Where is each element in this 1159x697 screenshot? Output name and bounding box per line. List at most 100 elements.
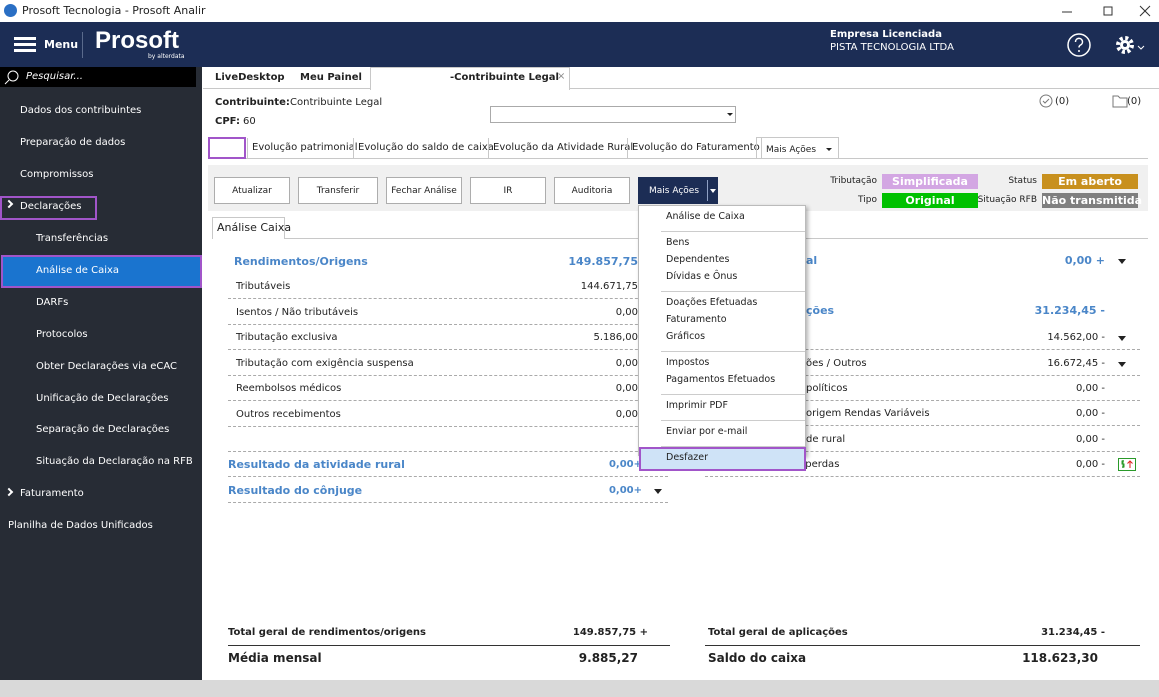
menu-highlight: [639, 447, 806, 471]
badge: Não transmitida: [1042, 193, 1143, 208]
subtab[interactable]: Evolução do Faturamento: [632, 142, 760, 153]
menu-button[interactable]: [14, 36, 36, 52]
sidebar-item[interactable]: Dados dos contribuintes: [20, 105, 142, 116]
menu-item[interactable]: Gráficos: [666, 331, 706, 342]
menu-separator: [661, 351, 805, 352]
row-value: 144.671,75: [580, 281, 638, 292]
footer-value: 31.234,45 -: [1041, 627, 1105, 638]
menu-item[interactable]: Dívidas e Ônus: [666, 271, 738, 282]
button-divider: [707, 180, 708, 201]
empty-subtab[interactable]: [208, 137, 246, 159]
sidebar-item[interactable]: Análise de Caixa: [36, 264, 120, 276]
sidebar-item[interactable]: Separação de Declarações: [36, 424, 170, 436]
row-line: [228, 502, 668, 503]
row-label: Outros recebimentos: [236, 408, 341, 420]
menu-separator: [661, 446, 805, 447]
header: Menu Prosoft by alterdata Empresa Licenc…: [0, 22, 1159, 67]
row-line: [228, 425, 668, 427]
dropdown-caret[interactable]: [1118, 362, 1126, 367]
row-line: [228, 451, 668, 452]
row-value: 0,00: [615, 408, 638, 420]
menu-label[interactable]: Menu: [44, 38, 79, 51]
footer-line: [705, 645, 1140, 646]
close-tab[interactable]: ×: [557, 71, 566, 82]
menu-item[interactable]: Doações Efetuadas: [666, 297, 758, 308]
counter: (0): [1127, 96, 1142, 107]
row-line: [228, 374, 668, 376]
sidebar-item[interactable]: Situação da Declaração na RFB: [36, 456, 193, 468]
subtab-sep: [627, 138, 628, 158]
button[interactable]: Fechar Análise: [386, 177, 462, 204]
dropdown-caret[interactable]: [1118, 336, 1126, 341]
counter-icons[interactable]: [1038, 93, 1138, 109]
help-icon[interactable]: [1066, 32, 1092, 58]
sidebar-item[interactable]: Obter Declarações via eCAC: [36, 360, 178, 372]
result-label: Resultado do cônjuge: [228, 484, 363, 497]
badge: Simplificada: [882, 174, 978, 189]
menu-item[interactable]: Análise de Caixa: [666, 211, 745, 222]
result-value: 0,00+: [608, 485, 642, 496]
subtab[interactable]: Evolução da Atividade Rural: [493, 142, 634, 153]
sidebar-item[interactable]: Preparação de dados: [20, 137, 126, 148]
panel-tab-label[interactable]: Análise Caixa: [217, 221, 292, 234]
subtab[interactable]: Mais Ações: [766, 145, 817, 155]
subtab[interactable]: Evolução do saldo de caixa: [358, 142, 494, 153]
sidebar-item[interactable]: Compromissos: [20, 169, 94, 180]
row-value: 0,00: [615, 306, 638, 318]
money-icon[interactable]: [1118, 458, 1136, 471]
counter: (0): [1055, 96, 1070, 107]
sidebar-group[interactable]: Faturamento: [20, 488, 84, 499]
menu-item[interactable]: Imprimir PDF: [666, 400, 728, 411]
row-line: [705, 349, 1140, 350]
button[interactable]: Mais Ações: [638, 177, 718, 204]
dropdown-caret[interactable]: [654, 489, 662, 494]
button[interactable]: IR: [470, 177, 546, 204]
sidebar-group[interactable]: Declarações: [20, 201, 82, 212]
menu-separator: [661, 394, 805, 395]
app-icon: [4, 4, 17, 17]
tab[interactable]: LiveDesktop: [215, 72, 285, 83]
panel-tab[interactable]: [212, 217, 285, 239]
subtab-sep: [488, 138, 489, 158]
active-tab[interactable]: ×: [370, 67, 570, 90]
subtab-sep: [247, 138, 248, 158]
menu-item[interactable]: Dependentes: [666, 254, 730, 265]
contributor-combo[interactable]: [490, 106, 736, 123]
menu-item[interactable]: Desfazer: [666, 452, 709, 463]
menu-item[interactable]: Enviar por e-mail: [666, 426, 748, 437]
sidebar-item[interactable]: DARFs: [36, 296, 69, 308]
status-label: Situação RFB: [977, 195, 1037, 205]
button[interactable]: Auditoria: [554, 177, 630, 204]
search-box[interactable]: Pesquisar...: [0, 67, 196, 87]
company-name: PISTA TECNOLOGIA LTDA: [830, 42, 954, 53]
tab[interactable]: Meu Painel: [300, 72, 362, 83]
sidebar-item[interactable]: Protocolos: [36, 328, 88, 340]
settings-icon[interactable]: [1114, 34, 1154, 56]
button[interactable]: Atualizar: [214, 177, 290, 204]
menu-item[interactable]: Bens: [666, 237, 690, 248]
row-label: políticos: [806, 383, 848, 394]
sidebar-item[interactable]: Planilha de Dados Unificados: [8, 520, 153, 531]
company-label: Empresa Licenciada: [830, 29, 942, 40]
dropdown-caret[interactable]: [826, 148, 832, 151]
sidebar-item[interactable]: Transferências: [36, 233, 109, 244]
section-title: Rendimentos/Origens: [234, 255, 368, 268]
row-line: [705, 375, 1140, 376]
footer-label: Total geral de aplicações: [708, 627, 848, 638]
dropdown-caret[interactable]: [1118, 259, 1126, 264]
status-label: Tributação: [830, 176, 877, 186]
tab[interactable]: -Contribuinte Legal: [450, 72, 559, 83]
sidebar-item[interactable]: Unificação de Declarações: [36, 392, 169, 404]
row-label: de rural: [806, 434, 846, 445]
button[interactable]: Transferir: [298, 177, 378, 204]
row-label: Tributação exclusiva: [236, 332, 338, 343]
subtab[interactable]: Evolução patrimonial: [252, 142, 358, 153]
menu-item[interactable]: Faturamento: [666, 314, 727, 325]
row-value: 0,00: [615, 357, 638, 369]
window-controls[interactable]: [1040, 0, 1159, 22]
footer-value: 149.857,75 +: [572, 627, 648, 638]
menu-item[interactable]: Impostos: [666, 357, 710, 368]
menu-item[interactable]: Pagamentos Efetuados: [666, 374, 776, 385]
